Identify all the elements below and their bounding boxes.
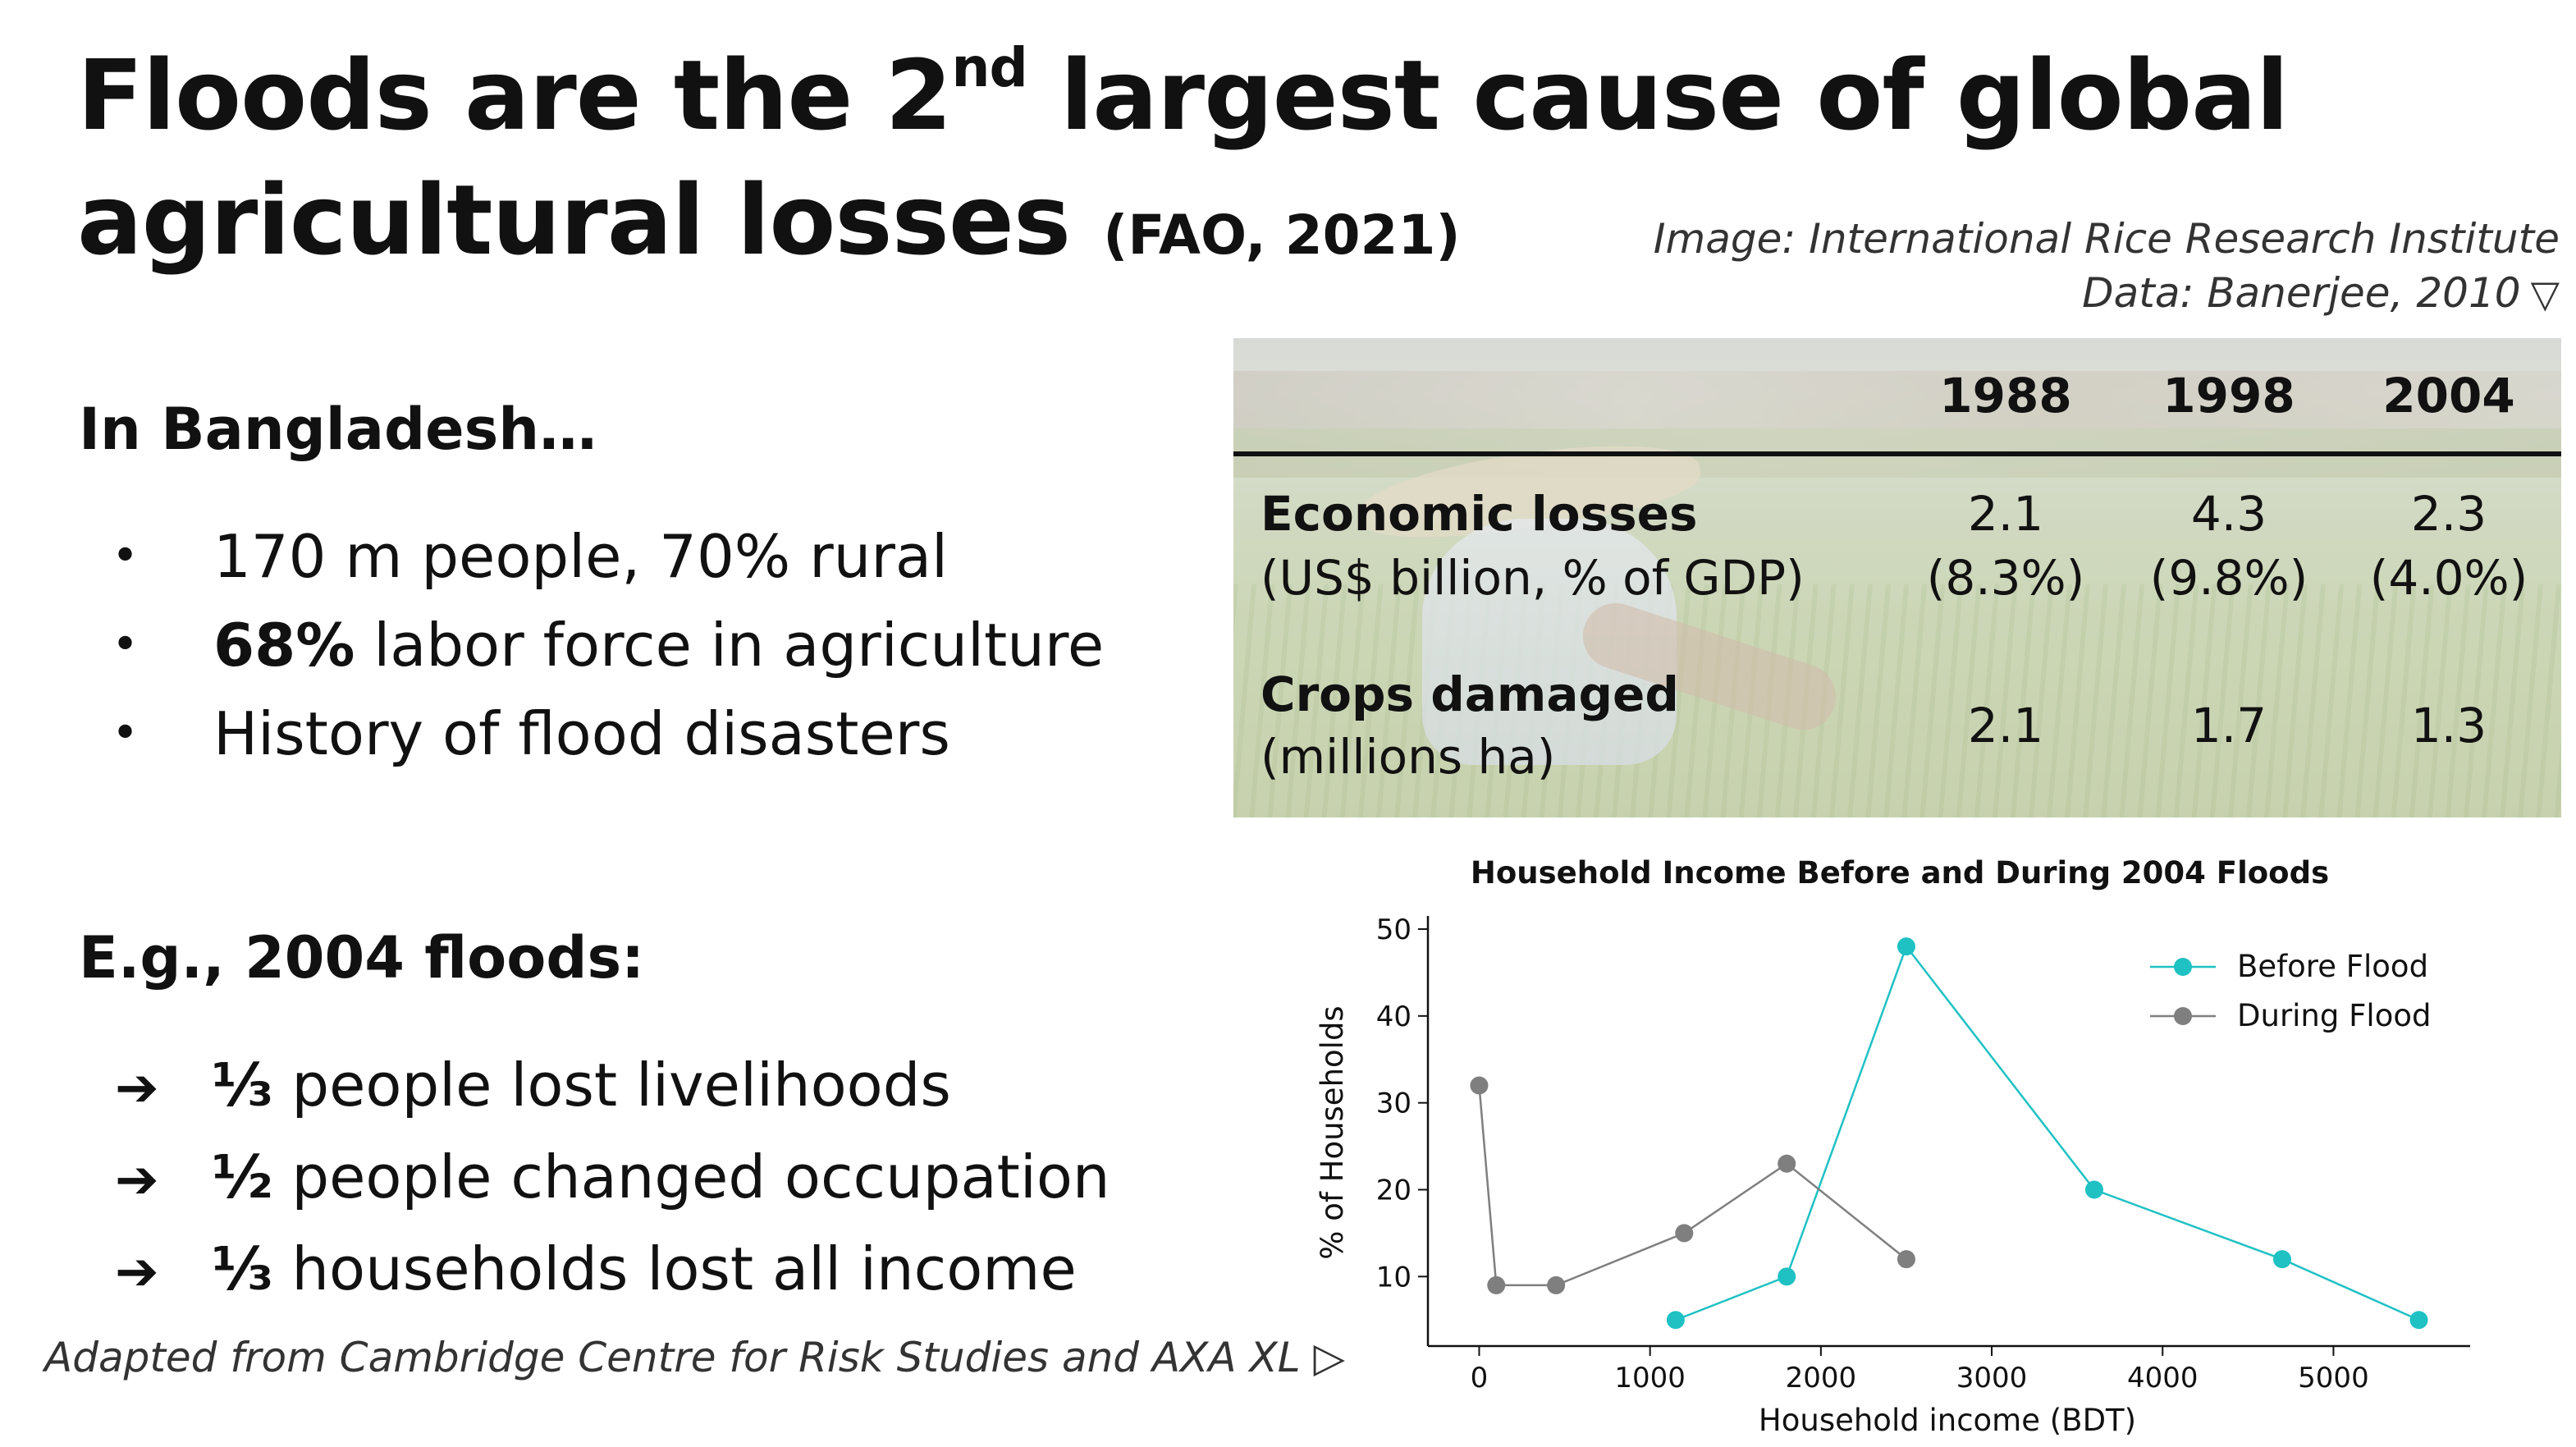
triangle-down-icon[interactable]: ▽: [2530, 272, 2560, 316]
household-income-chart: Household Income Before and During 2004 …: [1315, 855, 2470, 1438]
row-sublabel-crops-damaged: (millions ha): [1261, 729, 1556, 785]
y-tick-label: 20: [1376, 1175, 1412, 1207]
data-point-during-flood: [1487, 1275, 1506, 1294]
data-point-before-flood: [2084, 1180, 2103, 1199]
series-line-during-flood: [1478, 1085, 1907, 1287]
list-item: ➔ ⅓ households lost all income: [115, 1225, 1110, 1316]
x-tick-label: 2000: [1786, 1362, 1857, 1394]
list-item: 68% labor force in agriculture: [112, 601, 1104, 689]
footer-attribution[interactable]: Adapted from Cambridge Centre for Risk S…: [44, 1334, 1345, 1381]
bullet-list: 170 m people, 70% rural 68% labor force …: [112, 512, 1104, 778]
table-cell: 2.3: [2410, 486, 2487, 542]
table-cell: 2.1: [1967, 698, 2044, 753]
data-point-before-flood: [1778, 1267, 1796, 1286]
legend-label-during-flood: During Flood: [2237, 998, 2431, 1033]
title-line2: agricultural losses: [77, 163, 1071, 277]
arrow-right-icon: ➔: [115, 1058, 159, 1119]
x-tick-label: 3000: [1956, 1362, 2028, 1394]
y-tick-label: 10: [1376, 1261, 1412, 1294]
row-sublabel-economic-losses: (US$ billion, % of GDP): [1261, 550, 1805, 606]
y-tick-label: 50: [1376, 914, 1412, 946]
y-tick-label: 40: [1376, 1001, 1412, 1033]
table-header-1988: 1988: [1939, 368, 2072, 424]
heading-2004-floods: E.g., 2004 floods:: [79, 924, 645, 991]
legend-marker-during-flood: [2174, 1007, 2192, 1025]
arrow-right-icon: ➔: [115, 1242, 159, 1303]
data-point-during-flood: [1547, 1275, 1566, 1294]
data-credit[interactable]: Data: Banerjee, 2010 ▽: [2082, 269, 2560, 317]
data-point-during-flood: [1897, 1250, 1915, 1269]
table-cell: 1.7: [2190, 698, 2267, 753]
list-item: ➔ ⅓ people lost livelihoods: [115, 1041, 1110, 1133]
data-point-before-flood: [1666, 1311, 1685, 1330]
list-item: History of flood disasters: [112, 689, 1104, 778]
legend-label-before-flood: Before Flood: [2237, 949, 2428, 984]
heading-bangladesh: In Bangladesh…: [79, 396, 597, 463]
table-header-1998: 1998: [2162, 368, 2295, 424]
image-credit: Image: International Rice Research Insti…: [1653, 215, 2560, 263]
data-point-during-flood: [1675, 1224, 1694, 1243]
data-point-before-flood: [2272, 1250, 2291, 1269]
x-tick-label: 0: [1471, 1362, 1489, 1394]
table-header-2004: 2004: [2382, 368, 2515, 424]
table-cell: (8.3%): [1926, 550, 2085, 606]
table-cell: 2.1: [1967, 486, 2044, 542]
y-axis-label: % of Households: [1315, 1005, 1350, 1259]
list-item: 170 m people, 70% rural: [112, 512, 1104, 601]
legend-marker-before-flood: [2174, 958, 2192, 976]
series-line-before-flood: [1675, 944, 2420, 1321]
x-tick-label: 5000: [2298, 1362, 2369, 1394]
data-point-before-flood: [1897, 937, 1915, 956]
triangle-right-icon[interactable]: ▷: [1313, 1334, 1345, 1381]
data-point-during-flood: [1470, 1076, 1489, 1095]
title-citation: (FAO, 2021): [1103, 204, 1461, 267]
y-tick-label: 30: [1376, 1088, 1412, 1120]
data-point-during-flood: [1778, 1154, 1796, 1173]
x-tick-label: 4000: [2127, 1362, 2199, 1394]
table-cell: 4.3: [2190, 486, 2267, 542]
row-label-crops-damaged: Crops damaged: [1261, 666, 1679, 722]
x-axis-label: Household income (BDT): [1759, 1403, 2136, 1438]
arrow-list: ➔ ⅓ people lost livelihoods ➔ ½ people cha…: [115, 1041, 1110, 1316]
table-cell: 1.3: [2410, 698, 2487, 753]
row-label-economic-losses: Economic losses: [1261, 486, 1698, 542]
table-cell: (4.0%): [2369, 550, 2528, 606]
title-line1: Floods are the 2nd largest cause of glob…: [77, 36, 2289, 152]
table-divider: [1233, 451, 2561, 456]
list-item: ➔ ½ people changed occupation: [115, 1133, 1110, 1225]
arrow-right-icon: ➔: [115, 1150, 159, 1211]
slide-title: Floods are the 2nd largest cause of glob…: [77, 33, 2293, 298]
chart-title: Household Income Before and During 2004 …: [1471, 855, 2329, 891]
table-cell: (9.8%): [2149, 550, 2308, 606]
data-point-before-flood: [2409, 1311, 2428, 1330]
x-tick-label: 1000: [1614, 1362, 1686, 1394]
